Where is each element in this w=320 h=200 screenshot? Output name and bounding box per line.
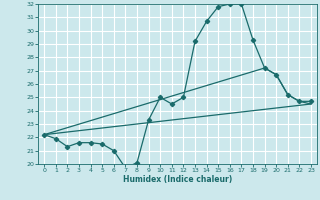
X-axis label: Humidex (Indice chaleur): Humidex (Indice chaleur): [123, 175, 232, 184]
